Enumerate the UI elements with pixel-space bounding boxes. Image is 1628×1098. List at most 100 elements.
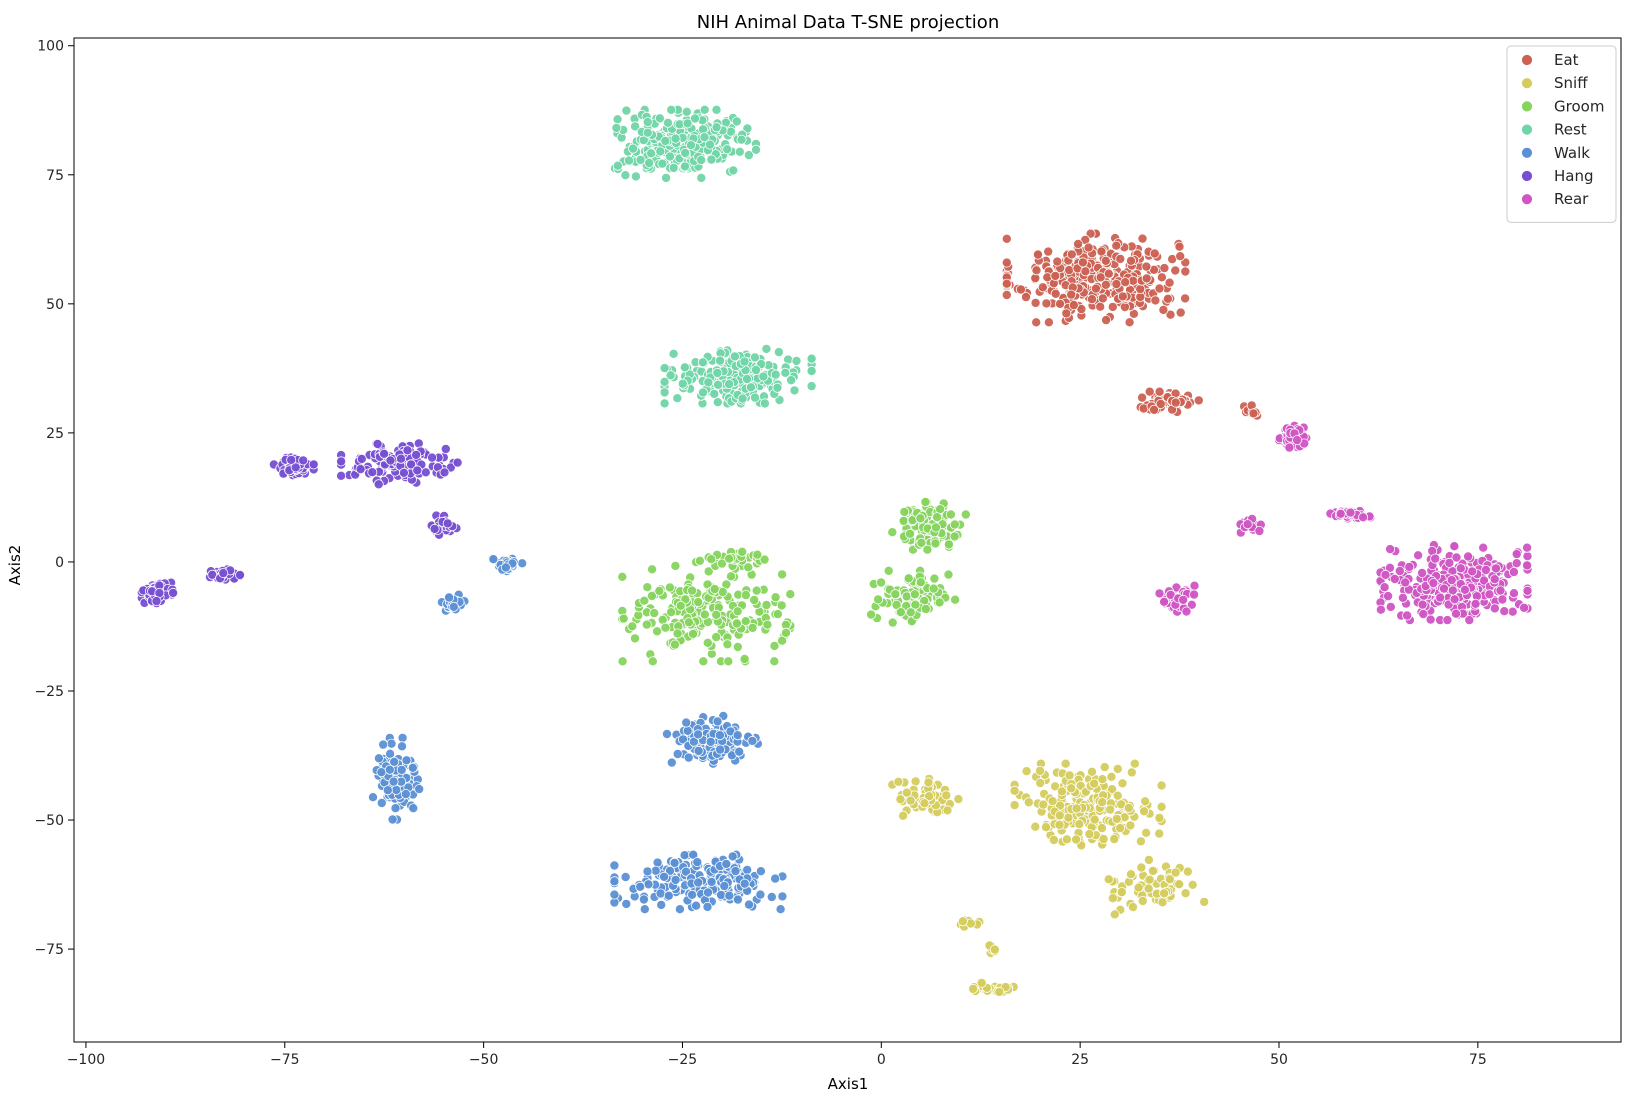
point-eat xyxy=(1087,294,1098,305)
point-eat xyxy=(1144,386,1155,397)
point-rest xyxy=(703,377,714,388)
point-rear xyxy=(1495,585,1506,596)
point-rear xyxy=(1380,569,1391,580)
point-sniff xyxy=(1061,834,1072,845)
point-hang xyxy=(398,467,409,478)
point-walk xyxy=(742,864,753,875)
point-sniff xyxy=(1139,806,1150,817)
point-groom xyxy=(876,577,887,588)
plot-frame xyxy=(73,37,1622,1043)
point-rest xyxy=(728,165,739,176)
point-walk xyxy=(714,730,725,741)
point-rest xyxy=(621,105,632,116)
point-sniff xyxy=(1097,823,1108,834)
point-eat xyxy=(1097,293,1108,304)
point-rear xyxy=(1430,553,1441,564)
point-eat xyxy=(1107,301,1118,312)
point-walk xyxy=(609,889,620,900)
legend-label-walk: Walk xyxy=(1554,144,1590,162)
point-rest xyxy=(646,148,657,159)
point-walk xyxy=(672,749,683,760)
point-eat xyxy=(1031,317,1042,328)
point-hang xyxy=(234,570,245,581)
point-groom xyxy=(683,617,694,628)
point-walk xyxy=(655,888,666,899)
point-sniff xyxy=(895,794,906,805)
point-rear xyxy=(1335,508,1346,519)
point-walk xyxy=(638,894,649,905)
point-walk xyxy=(770,873,781,884)
point-groom xyxy=(747,622,758,633)
point-walk xyxy=(692,857,703,868)
point-walk xyxy=(609,860,620,871)
point-rear xyxy=(1449,594,1460,605)
point-groom xyxy=(905,528,916,539)
point-rest xyxy=(712,397,723,408)
point-rest xyxy=(666,104,677,115)
point-rest xyxy=(709,388,720,399)
point-sniff xyxy=(1143,854,1154,865)
point-eat xyxy=(1248,408,1259,419)
point-walk xyxy=(609,876,620,887)
point-rest xyxy=(696,155,707,166)
point-walk xyxy=(739,878,750,889)
point-eat xyxy=(1033,249,1044,260)
point-rear xyxy=(1181,606,1192,617)
point-rest xyxy=(806,381,817,392)
point-sniff xyxy=(1107,893,1118,904)
point-groom xyxy=(949,531,960,542)
point-sniff xyxy=(1064,770,1075,781)
point-sniff xyxy=(1038,799,1049,810)
point-groom xyxy=(660,622,671,633)
point-sniff xyxy=(941,790,952,801)
point-groom xyxy=(654,585,665,596)
point-groom xyxy=(694,555,705,566)
point-rest xyxy=(742,373,753,384)
series-rear xyxy=(1154,420,1533,626)
point-walk xyxy=(391,785,402,796)
point-sniff xyxy=(1199,896,1210,907)
point-groom xyxy=(630,633,641,644)
point-sniff xyxy=(1157,897,1168,908)
point-sniff xyxy=(1066,783,1077,794)
point-eat xyxy=(1170,265,1181,276)
points-layer xyxy=(136,104,1533,997)
point-walk xyxy=(702,901,713,912)
point-sniff xyxy=(1035,765,1046,776)
chart-title: NIH Animal Data T-SNE projection xyxy=(697,12,999,33)
point-groom xyxy=(949,519,960,530)
point-walk xyxy=(388,776,399,787)
y-tick-label: 0 xyxy=(55,555,64,571)
y-tick-label: 75 xyxy=(46,168,64,184)
point-hang xyxy=(402,445,413,456)
point-groom xyxy=(950,594,961,605)
point-sniff xyxy=(1109,834,1120,845)
point-hang xyxy=(429,523,440,534)
point-groom xyxy=(666,607,677,618)
point-eat xyxy=(1159,263,1170,274)
point-groom xyxy=(672,628,683,639)
point-rear xyxy=(1435,592,1446,603)
point-walk xyxy=(681,717,692,728)
point-sniff xyxy=(1125,820,1136,831)
point-sniff xyxy=(893,776,904,787)
point-hang xyxy=(355,464,366,475)
point-walk xyxy=(706,876,717,887)
point-rest xyxy=(786,375,797,386)
point-groom xyxy=(724,553,735,564)
legend: Eat Sniff Groom Rest Walk Hang Rear xyxy=(1506,45,1617,223)
point-eat xyxy=(1043,317,1054,328)
point-sniff xyxy=(1147,865,1158,876)
y-axis: 100 75 50 25 0 −25 −50 −75 xyxy=(34,39,74,958)
y-tick-label: −50 xyxy=(34,813,64,829)
point-walk xyxy=(621,898,632,909)
point-sniff xyxy=(1115,823,1126,834)
point-eat xyxy=(1001,257,1012,268)
point-groom xyxy=(905,607,916,618)
point-groom xyxy=(761,600,772,611)
point-walk xyxy=(373,753,384,764)
point-eat xyxy=(1015,284,1026,295)
point-walk xyxy=(682,725,693,736)
point-groom xyxy=(928,583,939,594)
point-walk xyxy=(730,866,741,877)
